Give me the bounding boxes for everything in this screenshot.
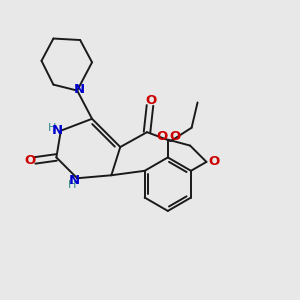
Text: O: O [208,155,219,168]
Text: N: N [52,124,63,137]
Text: H: H [48,123,57,133]
Text: H: H [68,180,76,190]
Text: O: O [169,130,181,143]
Text: N: N [74,83,85,97]
Text: N: N [69,174,80,187]
Text: O: O [24,154,35,167]
Text: O: O [146,94,157,106]
Text: O: O [157,130,168,142]
